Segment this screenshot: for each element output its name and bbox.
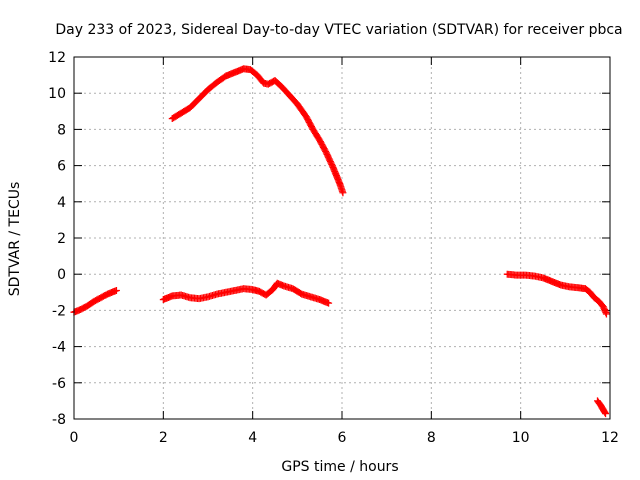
data-point [112, 286, 120, 294]
x-tick-label: 6 [338, 430, 347, 446]
x-tick-label: 0 [70, 430, 79, 446]
data-point [602, 310, 610, 318]
chart-title: Day 233 of 2023, Sidereal Day-to-day VTE… [55, 22, 622, 38]
y-tick-label: -6 [52, 376, 66, 392]
x-tick-label: 4 [248, 430, 257, 446]
series-segment-4 [503, 270, 610, 318]
y-tick-label: 6 [57, 159, 66, 175]
data-point [325, 299, 333, 307]
y-tick-label: -2 [52, 303, 66, 319]
data-point [601, 408, 609, 416]
y-tick-label: 0 [57, 267, 66, 283]
y-tick-label: -4 [52, 340, 66, 356]
series-segment-5 [593, 397, 610, 418]
y-axis-label: SDTVAR / TECUs [7, 182, 23, 297]
x-tick-label: 2 [159, 430, 168, 446]
grid [74, 57, 610, 419]
series-segment-2 [159, 279, 333, 307]
plot-frame [73, 56, 611, 420]
y-tick-label: 12 [48, 50, 66, 66]
axis-ticks: 0 2 4 6 8 10 12 -8 -6 -4 -2 0 2 4 6 8 10 12 [48, 50, 619, 446]
data-point [339, 189, 347, 197]
y-tick-label: 10 [48, 86, 66, 102]
data-series [70, 65, 610, 418]
y-tick-label: 2 [57, 231, 66, 247]
series-segment-3 [168, 65, 347, 197]
x-tick-label: 12 [601, 430, 619, 446]
y-tick-label: 8 [57, 122, 66, 138]
data-point [602, 410, 610, 418]
x-tick-label: 8 [427, 430, 436, 446]
y-tick-label: -8 [52, 412, 66, 428]
y-tick-label: 4 [57, 195, 66, 211]
series-segment-1 [70, 286, 120, 316]
x-tick-label: 10 [512, 430, 530, 446]
x-axis-label: GPS time / hours [281, 459, 398, 475]
